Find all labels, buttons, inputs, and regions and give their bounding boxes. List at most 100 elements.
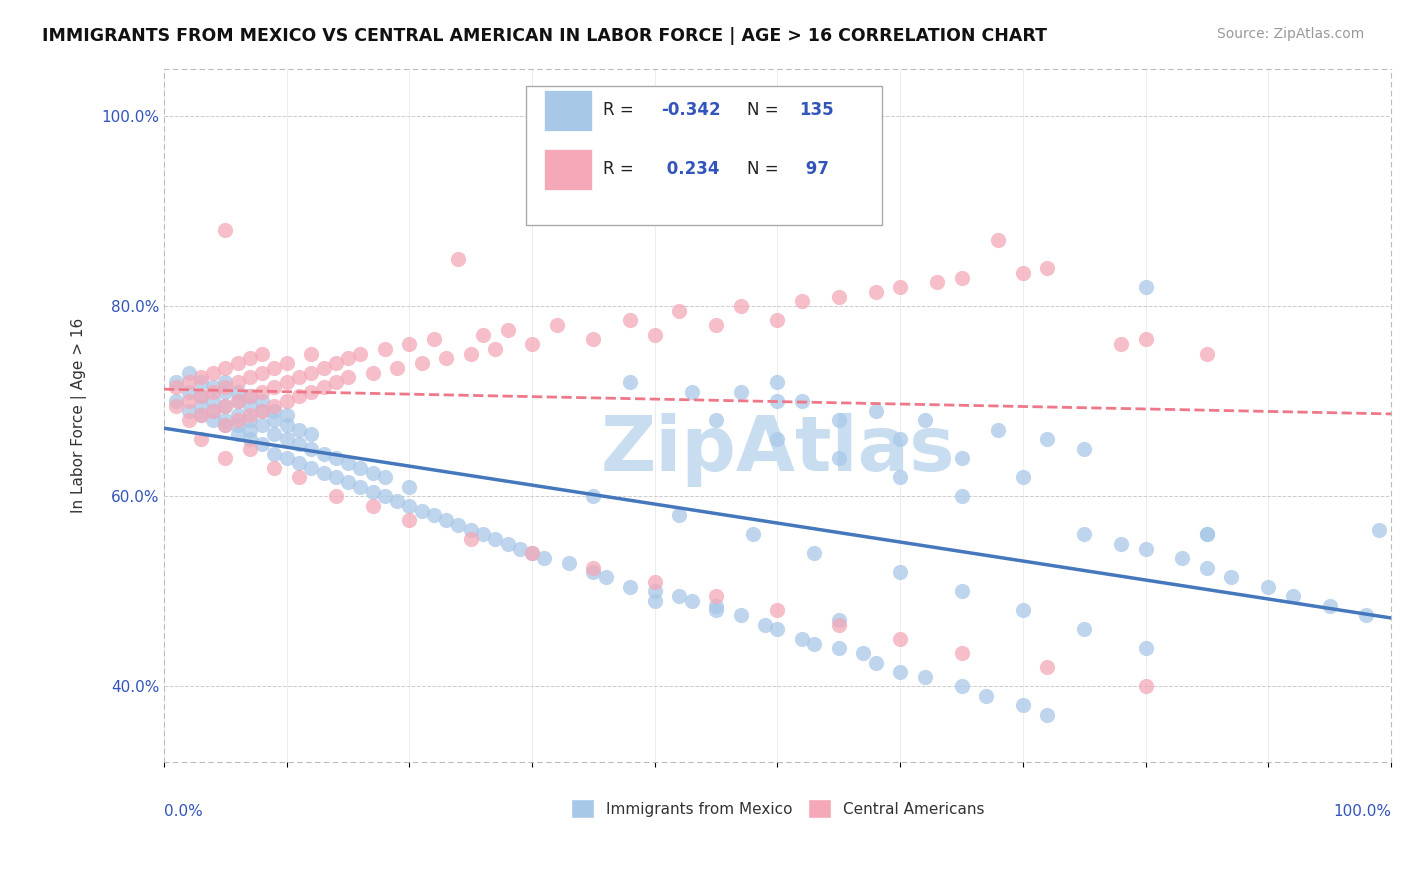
Point [766, 623, 789, 637]
Point [790, 394, 813, 409]
Point [668, 304, 690, 318]
Point [865, 403, 887, 417]
Point [974, 689, 997, 703]
Point [1171, 551, 1194, 566]
Point [533, 551, 555, 566]
Text: IMMIGRANTS FROM MEXICO VS CENTRAL AMERICAN IN LABOR FORCE | AGE > 16 CORRELATION: IMMIGRANTS FROM MEXICO VS CENTRAL AMERIC… [42, 27, 1047, 45]
Point [1036, 660, 1059, 674]
Text: ZipAtlas: ZipAtlas [600, 413, 955, 487]
Point [202, 413, 225, 427]
Point [582, 566, 605, 580]
Point [250, 437, 273, 451]
Point [644, 574, 666, 589]
Point [1073, 623, 1095, 637]
Point [190, 409, 212, 423]
Point [423, 508, 446, 523]
Point [263, 380, 285, 394]
Point [202, 366, 225, 380]
Point [361, 484, 384, 499]
Point [1073, 442, 1095, 456]
Point [423, 333, 446, 347]
Text: N =: N = [747, 161, 783, 178]
Point [411, 503, 433, 517]
Point [644, 584, 666, 599]
Point [766, 603, 789, 617]
Point [828, 617, 851, 632]
Point [299, 460, 322, 475]
Point [165, 394, 187, 409]
Point [299, 384, 322, 399]
Point [803, 637, 825, 651]
Point [1368, 523, 1391, 537]
Point [925, 276, 948, 290]
Point [558, 556, 581, 570]
Point [226, 417, 249, 432]
Point [1257, 580, 1279, 594]
Point [889, 632, 911, 646]
Point [263, 399, 285, 413]
Point [950, 270, 973, 285]
Point [704, 318, 727, 333]
Point [190, 409, 212, 423]
Point [385, 360, 408, 375]
Point [202, 380, 225, 394]
Point [337, 475, 360, 489]
Point [889, 566, 911, 580]
Point [276, 356, 298, 370]
Point [214, 399, 236, 413]
Point [202, 384, 225, 399]
Point [263, 446, 285, 460]
Point [288, 389, 311, 403]
Point [214, 375, 236, 389]
Point [681, 594, 703, 608]
Point [337, 351, 360, 366]
Point [950, 584, 973, 599]
Point [398, 480, 420, 494]
Point [1036, 707, 1059, 722]
Point [914, 670, 936, 684]
Point [582, 489, 605, 503]
Point [190, 389, 212, 403]
Point [214, 360, 236, 375]
Point [1135, 541, 1157, 556]
Point [914, 413, 936, 427]
Point [411, 356, 433, 370]
Point [730, 299, 752, 313]
Point [496, 537, 519, 551]
Point [349, 347, 371, 361]
Point [226, 394, 249, 409]
Point [754, 617, 776, 632]
Text: 97: 97 [800, 161, 828, 178]
Point [1135, 333, 1157, 347]
Point [434, 513, 457, 527]
Point [214, 451, 236, 466]
Point [1012, 698, 1035, 713]
Point [865, 656, 887, 670]
Point [704, 603, 727, 617]
Point [361, 499, 384, 513]
Point [865, 285, 887, 299]
Point [202, 403, 225, 417]
Point [190, 370, 212, 384]
Point [349, 480, 371, 494]
Point [1220, 570, 1243, 584]
Point [1355, 608, 1378, 623]
Point [828, 290, 851, 304]
Point [398, 337, 420, 351]
Point [263, 427, 285, 442]
Point [1135, 679, 1157, 693]
Point [447, 517, 470, 532]
Point [987, 423, 1010, 437]
Point [288, 370, 311, 384]
Point [803, 546, 825, 560]
Point [276, 409, 298, 423]
Point [496, 323, 519, 337]
Point [644, 594, 666, 608]
Point [766, 375, 789, 389]
Point [239, 442, 262, 456]
Point [325, 356, 347, 370]
Point [889, 280, 911, 294]
Point [374, 342, 396, 356]
Point [312, 360, 335, 375]
Point [239, 432, 262, 446]
